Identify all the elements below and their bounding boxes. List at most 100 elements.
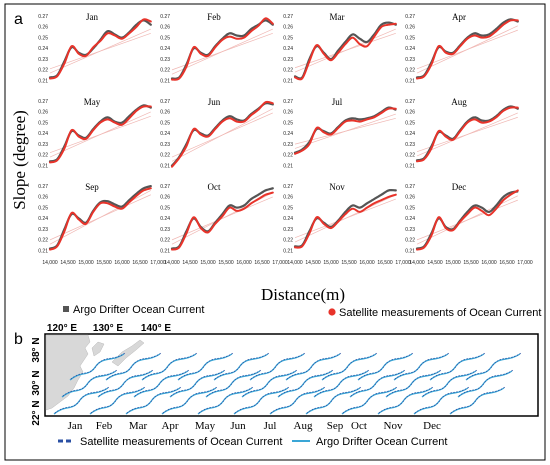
latitude-tick-label: 38° N <box>31 337 42 362</box>
subplot-nov: Nov 0.21 0.22 0.23 0.24 0.25 0.26 0.27 14,000 14,… <box>283 182 411 266</box>
y-tick-label: 0.22 <box>160 68 170 74</box>
y-tick-label: 0.22 <box>283 153 293 159</box>
trend-line <box>49 194 151 241</box>
x-tick-label: 16,500 <box>377 260 393 266</box>
argo-track-feb <box>89 387 145 415</box>
subplot-title: Feb <box>207 12 221 22</box>
x-tick-label: 15,000 <box>445 260 461 266</box>
map-month-label: Sep <box>327 420 344 432</box>
x-tick-label: 15,000 <box>200 260 216 266</box>
trend-line <box>294 33 396 69</box>
y-tick-label: 0.25 <box>38 120 48 126</box>
argo-track-jun <box>241 370 297 398</box>
panel-a-label: a <box>14 11 23 28</box>
subplot-apr: Apr 0.21 0.22 0.23 0.24 0.25 0.26 0.27 <box>405 12 519 84</box>
x-tick-label: 16,000 <box>481 260 497 266</box>
y-tick-label: 0.23 <box>405 57 415 63</box>
y-tick-label: 0.22 <box>38 68 48 74</box>
y-tick-label: 0.25 <box>160 120 170 126</box>
satellite-series-line <box>294 22 397 81</box>
satellite-series-line <box>171 100 274 168</box>
y-tick-label: 0.27 <box>38 184 48 190</box>
y-tick-label: 0.24 <box>283 131 293 137</box>
x-tick-label: 14,500 <box>427 260 443 266</box>
argo-track-may <box>205 370 261 398</box>
y-tick-label: 0.24 <box>405 46 415 52</box>
y-tick-label: 0.24 <box>405 216 415 222</box>
y-tick-label: 0.24 <box>38 216 48 222</box>
satellite-track-nov <box>430 352 486 380</box>
x-tick-label: 14,000 <box>287 260 303 266</box>
y-tick-label: 0.24 <box>283 216 293 222</box>
x-tick-label: 17,000 <box>272 260 288 266</box>
argo-track-oct <box>393 353 449 381</box>
x-tick-label: 16,000 <box>359 260 375 266</box>
y-tick-label: 0.23 <box>38 142 48 148</box>
legend-satellite-label: Satellite measurements of Ocean Current <box>80 436 282 448</box>
y-tick-label: 0.27 <box>405 99 415 105</box>
y-tick-label: 0.25 <box>283 120 293 126</box>
map-month-label: Dec <box>423 420 441 432</box>
y-tick-label: 0.26 <box>38 195 48 201</box>
x-tick-label: 14,500 <box>182 260 198 266</box>
satellite-track-oct <box>394 352 450 380</box>
satellite-track-jul <box>286 352 342 380</box>
y-tick-label: 0.23 <box>283 57 293 63</box>
y-tick-label: 0.22 <box>405 68 415 74</box>
argo-track-mar <box>133 370 189 398</box>
y-tick-label: 0.26 <box>283 25 293 31</box>
x-tick-label: 16,000 <box>114 260 130 266</box>
subplot-title: Aug <box>451 97 467 107</box>
y-tick-label: 0.21 <box>405 248 415 254</box>
x-tick-label: 14,000 <box>409 260 425 266</box>
map-month-label: Mar <box>129 420 148 432</box>
y-tick-label: 0.21 <box>405 78 415 84</box>
satellite-track-jan <box>70 352 126 380</box>
subplot-aug: Aug 0.21 0.22 0.23 0.24 0.25 0.26 0.27 <box>405 97 519 169</box>
satellite-track-oct <box>386 369 442 397</box>
satellite-track-dec <box>458 369 514 397</box>
y-tick-label: 0.25 <box>405 205 415 211</box>
y-tick-label: 0.26 <box>160 25 170 31</box>
trend-line <box>171 112 273 158</box>
satellite-track-jul <box>278 369 334 397</box>
satellite-track-mar <box>142 352 198 380</box>
y-tick-label: 0.21 <box>160 248 170 254</box>
satellite-series-line <box>49 187 152 251</box>
satellite-series-line <box>49 105 152 164</box>
y-tick-label: 0.26 <box>405 25 415 31</box>
y-tick-label: 0.25 <box>405 35 415 41</box>
y-tick-label: 0.21 <box>160 163 170 169</box>
map-month-label: Jan <box>68 420 83 432</box>
satellite-track-dec <box>466 352 522 380</box>
subplot-title: Mar <box>330 12 345 22</box>
argo-track-oct <box>377 387 433 415</box>
satellite-track-may <box>206 369 262 397</box>
legend-argo-label: Argo Drifter Ocean Current <box>73 304 204 316</box>
argo-track-mar <box>125 387 181 415</box>
satellite-track-may <box>198 386 254 414</box>
y-tick-label: 0.24 <box>160 216 170 222</box>
y-tick-label: 0.26 <box>160 195 170 201</box>
map-month-label: Jun <box>230 420 246 432</box>
satellite-series-line <box>171 17 274 81</box>
x-tick-label: 17,000 <box>395 260 411 266</box>
argo-track-jun <box>233 387 289 415</box>
satellite-track-jan <box>54 386 110 414</box>
satellite-track-jun <box>242 369 298 397</box>
y-tick-label: 0.21 <box>38 248 48 254</box>
y-tick-label: 0.23 <box>160 227 170 233</box>
trend-line <box>416 29 518 70</box>
argo-track-apr <box>177 353 233 381</box>
y-tick-label: 0.24 <box>283 46 293 52</box>
x-tick-label: 16,500 <box>499 260 515 266</box>
satellite-track-apr <box>170 369 226 397</box>
argo-track-nov <box>421 370 477 398</box>
legend-argo-label: Argo Drifter Ocean Current <box>316 436 447 448</box>
longitude-tick-label: 120° E <box>47 323 77 334</box>
satellite-track-mar <box>126 386 182 414</box>
map-month-label: May <box>195 420 216 432</box>
x-tick-label: 14,000 <box>164 260 180 266</box>
map-month-labels: Jan Feb Mar Apr May Jun Jul Aug Sep Oct Nov Dec <box>68 420 441 432</box>
y-tick-label: 0.27 <box>38 14 48 20</box>
